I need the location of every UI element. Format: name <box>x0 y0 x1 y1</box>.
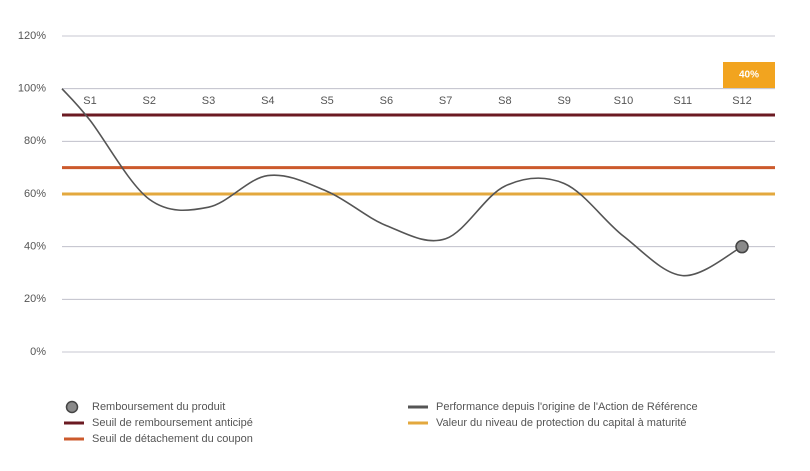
x-tick-label: S8 <box>498 95 511 107</box>
y-tick-label: 20% <box>24 293 46 305</box>
legend-label: Performance depuis l'origine de l'Action… <box>436 401 698 413</box>
repayment-marker <box>735 239 749 254</box>
x-tick-label: S5 <box>320 95 333 107</box>
legend-label: Seuil de détachement du coupon <box>92 433 253 445</box>
y-tick-label: 40% <box>24 241 46 253</box>
y-tick-label: 0% <box>30 346 46 358</box>
x-tick-label: S11 <box>673 95 692 107</box>
value-label-box <box>723 62 775 88</box>
x-tick-label: S2 <box>143 95 156 107</box>
x-tick-label: S10 <box>614 95 634 107</box>
x-tick-label: S6 <box>380 95 393 107</box>
x-tick-label: S7 <box>439 95 452 107</box>
legend-label: Seuil de remboursement anticipé <box>92 417 253 429</box>
x-tick-label: S12 <box>732 95 752 107</box>
x-tick-label: S3 <box>202 95 215 107</box>
x-tick-label: S4 <box>261 95 274 107</box>
x-tick-label: S1 <box>83 95 96 107</box>
legend-label: Valeur du niveau de protection du capita… <box>436 417 687 429</box>
legend-swatch <box>65 400 79 414</box>
y-tick-label: 120% <box>18 30 46 42</box>
legend-label: Remboursement du produit <box>92 401 225 413</box>
performance-line <box>61 88 743 277</box>
y-tick-label: 100% <box>18 83 46 95</box>
x-tick-label: S9 <box>557 95 570 107</box>
value-label: 40% <box>739 70 759 81</box>
y-tick-label: 80% <box>24 135 46 147</box>
y-tick-label: 60% <box>24 188 46 200</box>
